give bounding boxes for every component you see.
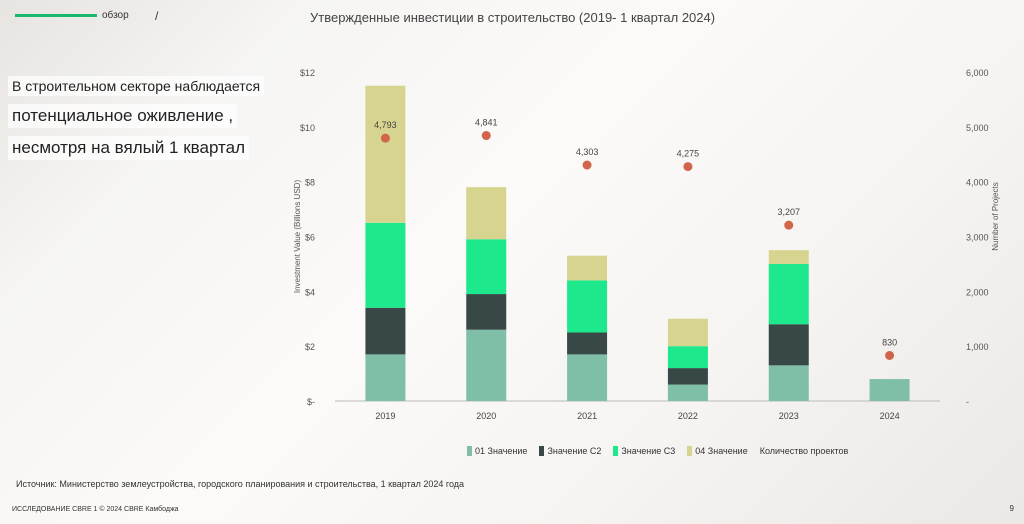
legend-item-q4: 04 Значение [687, 446, 748, 456]
x-tick-label: 2020 [476, 411, 496, 421]
project-count-label: 4,841 [475, 118, 498, 128]
y-axis-title: Investment Value (Billions USD) [293, 180, 302, 294]
legend-label-q4: 04 Значение [695, 446, 748, 456]
project-count-label: 830 [882, 337, 897, 347]
bar-2022-series-4 [667, 318, 708, 347]
y2-tick-label: 6,000 [966, 68, 989, 78]
project-count-label: 4,793 [374, 120, 397, 130]
bar-2020-series-2 [466, 294, 507, 330]
project-count-label: 3,207 [777, 207, 800, 217]
x-tick-label: 2023 [779, 411, 799, 421]
project-count-label: 4,303 [576, 147, 599, 157]
page-number: 9 [1009, 504, 1014, 513]
project-count-dot-2022 [683, 162, 693, 172]
y2-tick-label: - [966, 397, 969, 407]
summary-line-2: потенциальное оживление , [8, 104, 238, 128]
y-tick-label: $12 [300, 68, 315, 78]
legend-label-q3: Значение С3 [621, 446, 676, 456]
project-count-dot-2024 [885, 350, 895, 360]
legend-label-q2: Значение С2 [547, 446, 602, 456]
summary-text: В строительном секторе наблюдается потен… [8, 76, 278, 168]
bar-2023-series-4 [768, 250, 809, 264]
y2-tick-label: 1,000 [966, 342, 989, 352]
y-tick-label: $8 [305, 178, 315, 188]
bar-2019-series-3 [365, 222, 406, 308]
legend-label-q1: 01 Значение [475, 446, 528, 456]
legend-swatch-q1 [467, 446, 472, 456]
bar-2020-series-1 [466, 329, 507, 401]
legend-swatch-q4 [687, 446, 693, 456]
project-count-dot-2023 [784, 220, 794, 230]
bar-2022-series-1 [667, 384, 708, 401]
project-count-dot-2019 [380, 133, 390, 143]
legend-swatch-q3 [613, 446, 619, 456]
y2-axis-title: Number of Projects [991, 182, 1000, 250]
y-tick-label: $- [307, 397, 315, 407]
chart-legend: 01 Значение Значение С2 Значение С3 04 З… [467, 446, 848, 456]
bar-2021-series-2 [567, 332, 608, 355]
investment-chart: $- $2 $4 $6 $8 $10 $12 - 1,000 2,000 3,000 4,000 5,0… [293, 68, 1000, 421]
y-tick-label: $4 [305, 287, 315, 297]
bar-2021-series-3 [567, 280, 608, 333]
project-count-dot-2020 [481, 131, 491, 141]
project-count-label: 4,275 [677, 149, 700, 159]
y-tick-label: $10 [300, 123, 315, 133]
legend-label-projects: Количество проектов [759, 446, 849, 456]
y-tick-label: $6 [305, 233, 315, 243]
legend-item-q3: Значение С3 [613, 446, 675, 456]
legend-swatch-q2 [539, 446, 545, 456]
x-tick-label: 2022 [678, 411, 698, 421]
nav-chevron-icon[interactable]: / [155, 9, 159, 23]
summary-line-1: В строительном секторе наблюдается [8, 76, 265, 96]
bar-2019-series-2 [365, 307, 406, 355]
legend-item-projects: Количество проектов [760, 446, 849, 456]
x-tick-label: 2019 [375, 411, 395, 421]
page-title: Утвержденные инвестиции в строительство … [310, 10, 716, 25]
bar-2019-series-4 [365, 85, 406, 223]
accent-line [15, 14, 97, 17]
y2-tick-label: 2,000 [966, 287, 989, 297]
bar-2023-series-1 [768, 365, 809, 401]
footer-copyright: ИССЛЕДОВАНИЕ CBRE 1 © 2024 CBRE Камбоджа [12, 506, 179, 513]
bar-2020-series-3 [466, 239, 507, 295]
summary-line-3: несмотря на вялый 1 квартал [8, 136, 250, 160]
bar-2022-series-2 [667, 368, 708, 385]
legend-item-q1: 01 Значение [467, 446, 527, 456]
bar-2023-series-3 [768, 263, 809, 325]
x-tick-label: 2021 [577, 411, 597, 421]
y-tick-label: $2 [305, 342, 315, 352]
bar-2020-series-4 [466, 187, 507, 240]
legend-item-q2: Значение С2 [539, 446, 601, 456]
bar-2022-series-3 [667, 346, 708, 369]
y2-tick-label: 5,000 [966, 123, 989, 133]
source-note: Источник: Министерство землеустройства, … [16, 479, 465, 489]
bar-2019-series-1 [365, 354, 406, 401]
bar-2023-series-2 [768, 324, 809, 366]
bar-2021-series-4 [567, 255, 608, 281]
y2-tick-label: 4,000 [966, 178, 989, 188]
nav-label[interactable]: обзор [102, 10, 129, 21]
bar-2021-series-1 [567, 354, 608, 401]
y2-tick-label: 3,000 [966, 233, 989, 243]
bar-2024-series-1 [869, 379, 910, 401]
x-tick-label: 2024 [880, 411, 900, 421]
project-count-dot-2021 [582, 160, 592, 170]
